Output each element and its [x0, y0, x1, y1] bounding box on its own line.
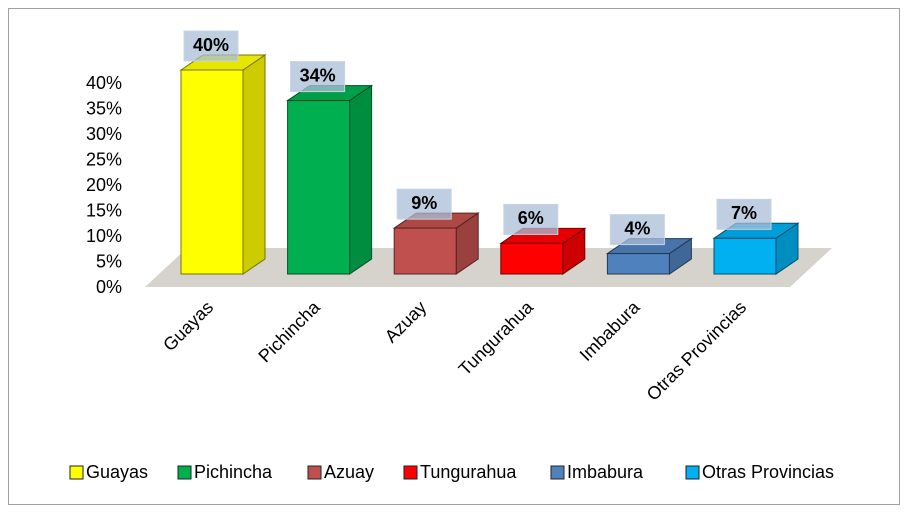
legend-label: Otras Provincias	[702, 462, 834, 482]
bar-side	[242, 54, 266, 275]
legend-swatch	[69, 465, 84, 480]
legend-label: Pichincha	[194, 462, 273, 482]
legend-label: Imbabura	[567, 462, 644, 482]
y-tick-label: 20%	[86, 175, 122, 195]
legend-swatch	[550, 465, 565, 480]
legend-label: Tungurahua	[420, 462, 517, 482]
legend-label: Azuay	[324, 462, 374, 482]
bar	[393, 227, 457, 275]
legend-label: Guayas	[86, 462, 148, 482]
bar	[606, 253, 670, 275]
data-label-box	[503, 203, 559, 235]
legend-swatch	[685, 465, 700, 480]
bar	[287, 100, 351, 275]
data-label-box	[396, 188, 452, 220]
y-tick-label: 25%	[86, 149, 122, 169]
legend-swatch	[403, 465, 418, 480]
bar	[180, 69, 244, 275]
y-tick-label: 40%	[86, 73, 122, 93]
y-tick-label: 10%	[86, 226, 122, 246]
data-label: 34%	[300, 65, 336, 85]
y-tick-label: 30%	[86, 124, 122, 144]
bar	[713, 237, 777, 275]
y-tick-label: 35%	[86, 98, 122, 118]
legend-swatch	[307, 465, 322, 480]
data-label-box	[716, 198, 772, 230]
y-tick-label: 15%	[86, 200, 122, 220]
y-tick-label: 0%	[96, 277, 122, 297]
data-label-box	[609, 214, 665, 246]
legend-swatch	[177, 465, 192, 480]
data-label: 40%	[193, 35, 229, 55]
bar	[500, 242, 564, 275]
y-tick-label: 5%	[96, 251, 122, 271]
bar-side	[349, 84, 373, 275]
data-label: 4%	[624, 218, 650, 238]
data-label-box	[183, 30, 239, 62]
data-label: 7%	[731, 203, 757, 223]
data-label-box	[290, 61, 346, 93]
data-label: 9%	[411, 193, 437, 213]
data-label: 6%	[518, 208, 544, 228]
